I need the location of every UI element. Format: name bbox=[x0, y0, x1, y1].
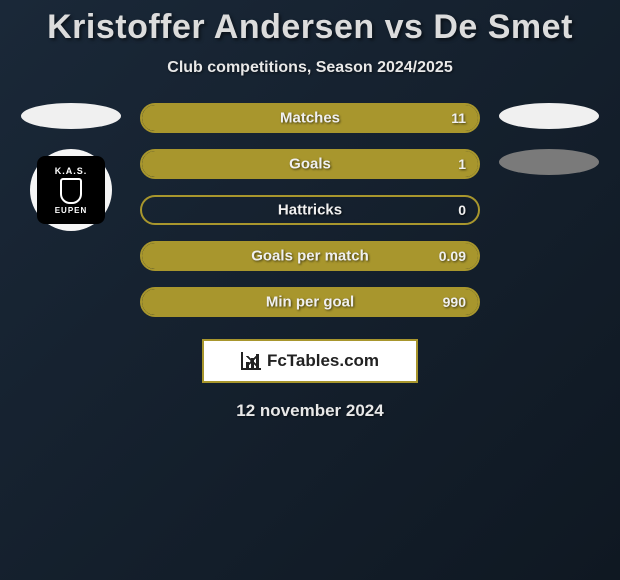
right-player-club-placeholder bbox=[499, 149, 599, 175]
comparison-content: K.A.S. EUPEN Matches 11 Goals 1 Hattrick… bbox=[0, 103, 620, 317]
page-subtitle: Club competitions, Season 2024/2025 bbox=[0, 59, 620, 77]
page-title: Kristoffer Andersen vs De Smet bbox=[0, 0, 620, 47]
stat-bars: Matches 11 Goals 1 Hattricks 0 Goals per… bbox=[140, 103, 480, 317]
stat-bar-hattricks: Hattricks 0 bbox=[140, 195, 480, 225]
club-badge-inner: K.A.S. EUPEN bbox=[37, 156, 105, 224]
stat-value: 1 bbox=[458, 156, 466, 172]
stat-bar-matches: Matches 11 bbox=[140, 103, 480, 133]
stat-label: Goals per match bbox=[251, 248, 369, 265]
club-name-top: K.A.S. bbox=[55, 166, 88, 176]
stat-label: Matches bbox=[280, 110, 340, 127]
left-player-photo-placeholder bbox=[21, 103, 121, 129]
chart-icon bbox=[241, 352, 261, 370]
stat-label: Hattricks bbox=[278, 202, 342, 219]
club-name-bottom: EUPEN bbox=[55, 206, 88, 215]
club-shield-icon bbox=[60, 178, 82, 204]
snapshot-date: 12 november 2024 bbox=[0, 401, 620, 421]
stat-value: 990 bbox=[443, 294, 466, 310]
brand-footer: FcTables.com bbox=[202, 339, 418, 383]
brand-text: FcTables.com bbox=[267, 351, 379, 371]
stat-bar-goals-per-match: Goals per match 0.09 bbox=[140, 241, 480, 271]
stat-value: 0 bbox=[458, 202, 466, 218]
left-player-column: K.A.S. EUPEN bbox=[16, 103, 126, 231]
stat-bar-min-per-goal: Min per goal 990 bbox=[140, 287, 480, 317]
right-player-column bbox=[494, 103, 604, 175]
right-player-photo-placeholder bbox=[499, 103, 599, 129]
stat-label: Goals bbox=[289, 156, 331, 173]
stat-value: 11 bbox=[451, 110, 466, 126]
stat-value: 0.09 bbox=[439, 248, 466, 264]
stat-label: Min per goal bbox=[266, 294, 354, 311]
left-player-club-badge: K.A.S. EUPEN bbox=[30, 149, 112, 231]
stat-bar-goals: Goals 1 bbox=[140, 149, 480, 179]
